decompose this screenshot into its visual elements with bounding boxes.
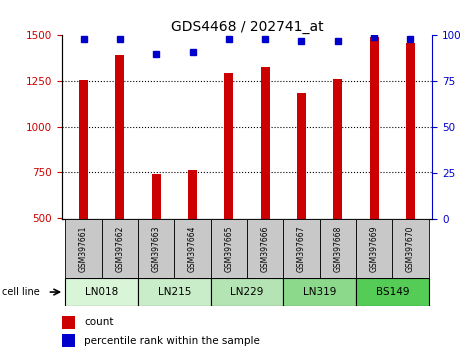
Bar <box>406 43 415 309</box>
Text: GSM397668: GSM397668 <box>333 225 342 272</box>
Bar <box>320 219 356 278</box>
Title: GDS4468 / 202741_at: GDS4468 / 202741_at <box>171 21 323 34</box>
Bar <box>333 79 342 309</box>
Text: LN018: LN018 <box>85 287 118 297</box>
Bar <box>152 174 161 309</box>
Text: LN229: LN229 <box>230 287 264 297</box>
Bar <box>370 37 379 309</box>
Text: GSM397666: GSM397666 <box>261 225 270 272</box>
Bar <box>224 73 233 309</box>
Bar <box>283 219 320 278</box>
Bar <box>211 219 247 278</box>
Text: BS149: BS149 <box>376 287 409 297</box>
Bar <box>297 93 306 309</box>
Bar <box>261 67 270 309</box>
Text: GSM397662: GSM397662 <box>115 225 124 272</box>
Bar <box>62 335 75 347</box>
Bar <box>138 219 174 278</box>
Text: LN319: LN319 <box>303 287 336 297</box>
Bar <box>79 80 88 309</box>
Text: GSM397669: GSM397669 <box>370 225 379 272</box>
Bar <box>211 278 283 306</box>
Text: GSM397661: GSM397661 <box>79 225 88 272</box>
Text: LN215: LN215 <box>158 287 191 297</box>
Bar <box>356 219 392 278</box>
Bar <box>66 278 138 306</box>
Bar <box>138 278 211 306</box>
Bar <box>115 55 124 309</box>
Text: GSM397670: GSM397670 <box>406 225 415 272</box>
Bar <box>66 219 102 278</box>
Text: percentile rank within the sample: percentile rank within the sample <box>84 336 260 346</box>
Text: GSM397667: GSM397667 <box>297 225 306 272</box>
Bar <box>356 278 428 306</box>
Text: count: count <box>84 317 114 327</box>
Text: GSM397664: GSM397664 <box>188 225 197 272</box>
Text: cell line: cell line <box>2 287 40 297</box>
Text: GSM397663: GSM397663 <box>152 225 161 272</box>
Bar <box>283 278 356 306</box>
Bar <box>174 219 211 278</box>
Bar <box>102 219 138 278</box>
Bar <box>247 219 283 278</box>
Bar <box>392 219 428 278</box>
Bar <box>188 170 197 309</box>
Text: GSM397665: GSM397665 <box>224 225 233 272</box>
Bar <box>62 316 75 329</box>
